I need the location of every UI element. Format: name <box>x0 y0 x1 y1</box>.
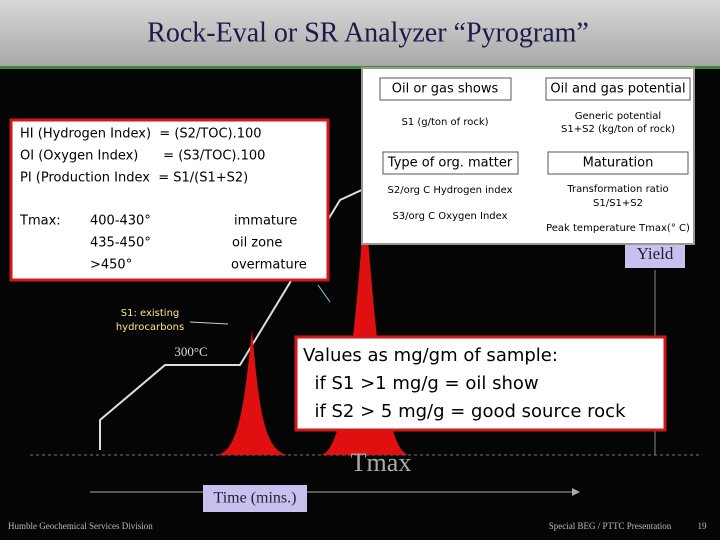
s1-label: hydrocarbons <box>116 322 184 333</box>
cell-heading-box <box>382 151 519 175</box>
s2-pointer <box>317 284 331 303</box>
callout-line: if S2 > 5 mg/g = good source rock <box>303 401 626 422</box>
index-line: PI (Production Index = S1/(S1+S2) <box>20 171 248 186</box>
cell-heading: Type of org. matter <box>387 156 513 171</box>
temperature-label: 300°C <box>174 344 207 359</box>
tmax-range: 400-430° <box>90 214 151 229</box>
time-box <box>203 485 307 512</box>
tmax-stage: overmature <box>231 258 307 273</box>
tmax-range: 435-450° <box>90 236 151 251</box>
tmax-range: >450° <box>90 258 132 273</box>
callout-line: if S1 >1 mg/g = oil show <box>303 373 539 394</box>
yield-label: Yield <box>637 244 674 263</box>
cell-line: Generic potential <box>575 111 661 122</box>
callout-box <box>294 335 667 432</box>
page-number: 19 <box>698 521 708 531</box>
cell-heading: Maturation <box>583 156 654 171</box>
s2-peak <box>320 200 410 455</box>
cell-line: S2/org C Hydrogen index <box>388 185 513 196</box>
title-band <box>0 0 720 66</box>
inset <box>361 67 695 245</box>
cell-line: S1+S2 (kg/ton of rock) <box>561 124 675 135</box>
cell-heading: Oil or gas shows <box>392 82 499 97</box>
time-label: Time (mins.) <box>214 490 297 507</box>
cell-heading-box <box>545 77 691 101</box>
index-line: OI (Oxygen Index) = (S3/TOC).100 <box>20 149 265 164</box>
s1-peak <box>215 330 290 455</box>
title: Rock-Eval or SR Analyzer “Pyrogram” <box>147 17 589 48</box>
indices-box <box>9 118 330 282</box>
cell-heading-box <box>379 77 512 101</box>
yield-box <box>625 242 685 268</box>
cell-line: Peak temperature Tmax(° C) <box>546 223 690 234</box>
tmax-stage: immature <box>234 214 297 229</box>
time-arrowhead <box>572 488 580 496</box>
cell-line: Transformation ratio <box>566 184 668 195</box>
tmax-label: Tmax <box>351 448 412 477</box>
callout-line: Values as mg/gm of sample: <box>303 345 558 366</box>
cell-line: S3/org C Oxygen Index <box>392 211 507 222</box>
footer-right: Special BEG / PTTC Presentation <box>549 521 672 531</box>
index-line: HI (Hydrogen Index) = (S2/TOC).100 <box>20 127 262 142</box>
title-rule <box>0 66 720 69</box>
tmax-heading: Tmax: <box>19 214 61 229</box>
cell-heading-box <box>547 151 689 175</box>
cell-line: S1/S1+S2 <box>593 198 643 209</box>
footer-left: Humble Geochemical Services Division <box>8 521 153 531</box>
cell-heading: Oil and gas potential <box>550 82 685 97</box>
cell-line: S1 (g/ton of rock) <box>401 117 488 128</box>
s1-label: S1: existing <box>121 308 180 319</box>
tmax-stage: oil zone <box>232 236 282 251</box>
s1-pointer <box>189 321 229 325</box>
